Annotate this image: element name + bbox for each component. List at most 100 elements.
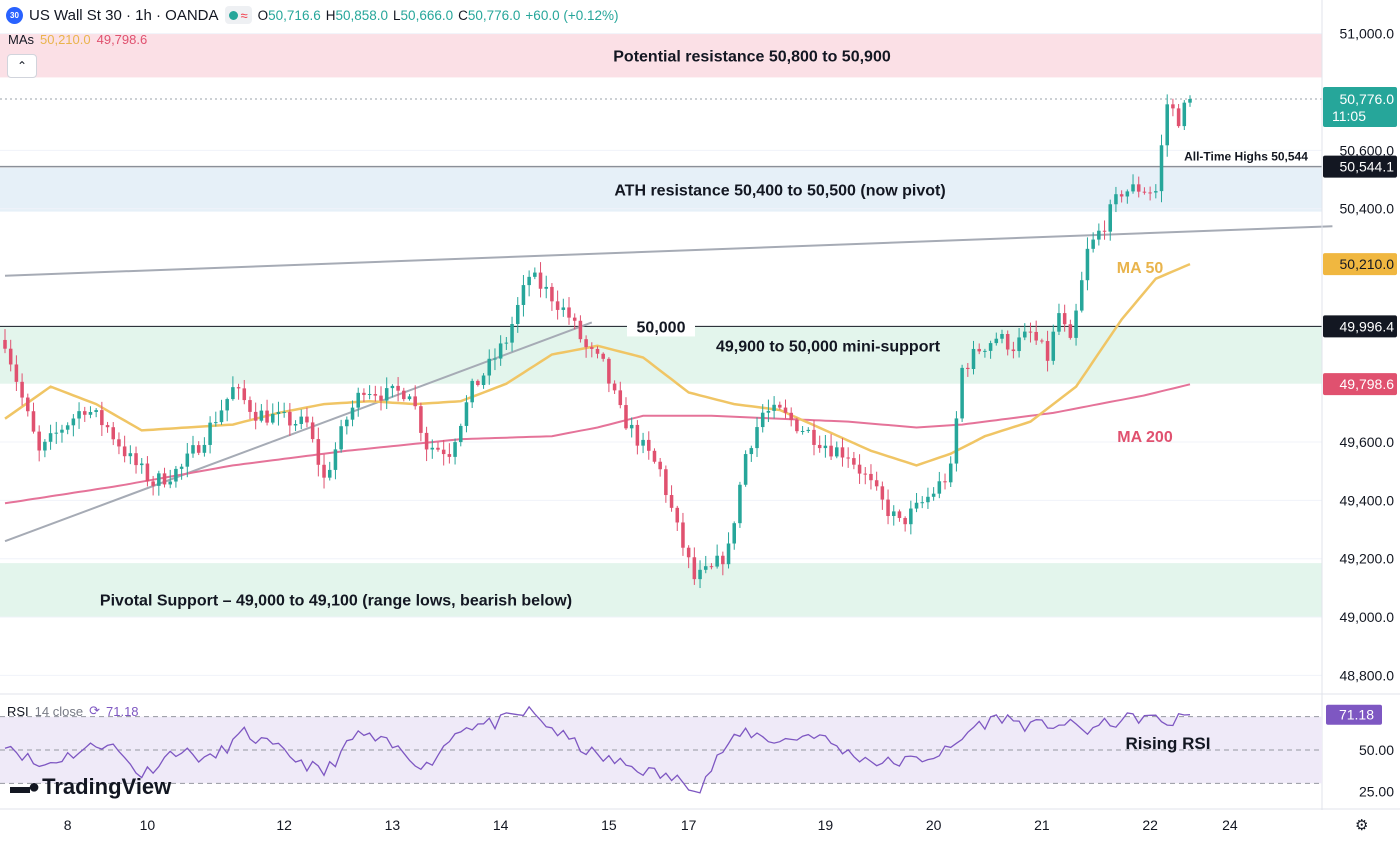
rsi-legend[interactable]: RSI 14 close ⟳ 71.18	[7, 703, 139, 719]
collapse-legend-button[interactable]: ⌃	[7, 54, 37, 78]
candle	[977, 348, 981, 352]
candle	[595, 348, 600, 354]
ath-price-tag: 50,544.1	[1340, 159, 1395, 175]
candle	[1028, 331, 1033, 333]
candle	[419, 406, 423, 433]
candle	[778, 404, 782, 408]
symbol-badge[interactable]: 30	[6, 6, 23, 24]
candle	[561, 307, 566, 310]
candle	[721, 555, 725, 565]
candle	[94, 410, 98, 412]
rsi-axis-tick: 50.00	[1359, 742, 1394, 758]
candle	[339, 426, 343, 450]
candle	[749, 448, 754, 455]
candle	[8, 348, 13, 365]
settings-gear-icon[interactable]: ⚙	[1355, 817, 1369, 834]
candle	[470, 380, 474, 403]
candle	[544, 286, 548, 289]
candle	[521, 285, 526, 305]
candle	[453, 442, 457, 457]
candle	[498, 343, 503, 359]
candle	[1188, 99, 1192, 103]
candle	[293, 423, 298, 426]
candle	[1034, 331, 1038, 341]
candle	[715, 555, 719, 567]
candle	[988, 343, 993, 351]
candle	[270, 413, 275, 423]
candle	[886, 499, 890, 517]
candle	[1074, 310, 1078, 338]
candle	[869, 473, 873, 481]
price-axis-tick: 50,400.0	[1340, 201, 1395, 217]
candle	[1125, 191, 1130, 197]
symbol-title[interactable]: US Wall St 30 · 1h · OANDA	[29, 6, 219, 24]
candle	[760, 412, 765, 428]
ma-legend[interactable]: MAs 50,210.0 49,798.6	[8, 32, 147, 47]
candle	[71, 418, 76, 426]
candle	[288, 411, 292, 426]
last-price-tag: 50,776.0	[1340, 91, 1395, 107]
candle	[242, 388, 247, 401]
time-axis-tick: 20	[926, 817, 942, 833]
candle	[658, 461, 662, 470]
chevron-up-icon: ⌃	[16, 59, 28, 73]
candle	[1136, 184, 1141, 192]
market-status-pill[interactable]: ≈	[224, 6, 252, 24]
candle	[1000, 334, 1004, 339]
candle	[145, 463, 150, 482]
rsi-line	[4, 705, 1191, 794]
candle	[54, 432, 59, 434]
candle	[909, 508, 913, 525]
candle	[954, 418, 959, 464]
time-axis-tick: 19	[818, 817, 834, 833]
last-price-tag-bg	[1323, 87, 1397, 128]
candle	[157, 473, 161, 486]
candle	[675, 507, 680, 523]
candle	[572, 317, 577, 321]
candle	[88, 411, 93, 415]
candle	[1148, 192, 1152, 194]
candle	[424, 432, 429, 450]
rsi-axis-tick: 25.00	[1359, 784, 1394, 800]
zone-resistance	[0, 33, 1322, 78]
candle	[487, 358, 492, 376]
candle	[618, 390, 623, 406]
candle	[236, 387, 241, 389]
tradingview-logo[interactable]: ▬● TradingView	[10, 774, 171, 800]
candle	[14, 364, 19, 382]
candle	[800, 430, 805, 432]
candle	[550, 286, 554, 302]
countdown-tag: 11:05	[1332, 108, 1366, 124]
change-readout: +60.0 (+0.12%)	[525, 7, 619, 23]
candle	[1154, 191, 1158, 193]
rsi-value-tag-bg	[1326, 704, 1382, 725]
candle	[920, 502, 925, 504]
candle	[1040, 340, 1044, 342]
candle	[390, 385, 395, 389]
candle	[179, 466, 184, 469]
candle	[852, 458, 856, 465]
candle	[430, 447, 435, 450]
time-axis-tick: 14	[493, 817, 509, 833]
candle	[1102, 230, 1107, 232]
candle	[766, 410, 771, 413]
candle	[202, 444, 207, 453]
candle	[322, 464, 326, 478]
time-axis-tick: 15	[601, 817, 617, 833]
zone-pivot	[0, 167, 1322, 212]
candle	[77, 411, 81, 419]
candle	[1051, 331, 1056, 361]
candle	[441, 449, 446, 455]
candle	[835, 447, 839, 457]
candle	[783, 407, 788, 413]
time-axis-tick: 21	[1034, 817, 1050, 833]
candle	[1171, 104, 1175, 109]
candle	[948, 463, 953, 483]
time-axis-tick: 22	[1142, 817, 1158, 833]
candle	[1176, 108, 1181, 127]
time-axis-tick: 17	[681, 817, 697, 833]
label-resistance-zone: Potential resistance 50,800 to 50,900	[613, 49, 891, 66]
candle	[191, 445, 195, 454]
candle	[373, 394, 378, 396]
